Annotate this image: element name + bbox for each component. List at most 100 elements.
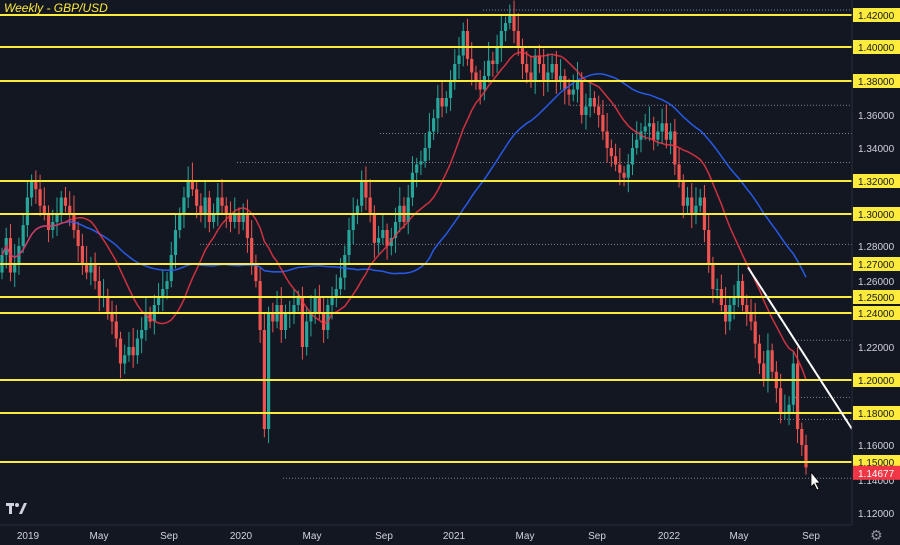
candle-body (499, 31, 503, 47)
candle-body (410, 172, 415, 198)
candle-body (753, 321, 757, 344)
candle-body (440, 98, 444, 107)
candle-body (199, 205, 203, 214)
candle-body (698, 197, 702, 206)
candle-body (605, 131, 609, 148)
time-tick-label: Sep (375, 531, 393, 542)
candle-body (656, 131, 660, 140)
price-tick-label: 1.16000 (858, 441, 895, 452)
candle-body (575, 81, 580, 90)
candle-body (690, 197, 694, 214)
settings-gear-icon[interactable]: ⚙ (870, 528, 883, 544)
candle-body (618, 164, 622, 173)
candle-body (423, 148, 427, 162)
price-tick-highlight (853, 40, 900, 54)
price-tick-label: 1.20000 (858, 376, 895, 387)
candle-body (245, 214, 250, 238)
candle-body (542, 64, 546, 81)
candle-body (21, 225, 25, 246)
candle-body (393, 222, 398, 238)
candle-body (364, 181, 368, 198)
candle-body (491, 60, 495, 64)
candle-body (186, 181, 190, 198)
price-tick-label: 1.12000 (858, 509, 895, 520)
candle-body (59, 197, 63, 214)
candle-body (220, 197, 224, 206)
candle-body (233, 214, 237, 222)
candle-body (343, 255, 347, 278)
candle-body (779, 388, 783, 413)
price-tick-label: 1.24000 (858, 309, 895, 320)
candle-body (448, 81, 453, 98)
price-tick-highlight (853, 373, 900, 387)
candle-body (537, 55, 542, 64)
candle-body (127, 347, 131, 356)
candle-body (694, 205, 698, 214)
price-tick-highlight (853, 74, 900, 88)
candle-body (546, 72, 550, 81)
candle-body (592, 98, 597, 107)
candle-body (216, 197, 220, 214)
candle-body (533, 55, 537, 81)
candle-body (432, 118, 436, 132)
candle-body (508, 15, 512, 23)
candle-body (381, 230, 385, 238)
candle-body (584, 106, 588, 115)
current-price-label: 1.14677 (858, 469, 895, 480)
candle-body (313, 297, 317, 313)
time-tick-label: 2022 (658, 531, 681, 542)
price-tick-highlight (853, 290, 900, 304)
candle-body (804, 445, 808, 468)
candle-body (207, 197, 211, 222)
price-tick-highlight (853, 406, 900, 420)
candle-body (681, 181, 685, 206)
candle-body (254, 264, 258, 281)
candle-body (588, 98, 592, 107)
candle-body (309, 313, 313, 322)
candle-body (355, 205, 360, 214)
price-tick-label: 1.15000 (858, 458, 895, 469)
candle-body (237, 214, 241, 222)
candle-body (110, 313, 114, 322)
candle-body (415, 164, 419, 173)
candle-body (580, 81, 584, 115)
time-tick-label: Sep (160, 531, 178, 542)
candle-body (85, 264, 89, 273)
candle-body (516, 31, 520, 47)
time-tick-label: 2020 (230, 531, 253, 542)
candle-body (46, 214, 51, 230)
time-tick-label: May (516, 531, 535, 542)
candle-body (338, 277, 343, 289)
candle-body (97, 281, 101, 297)
candle-body (749, 313, 753, 322)
candle-body (554, 64, 558, 81)
candle-body (178, 214, 182, 230)
candle-body (558, 75, 563, 81)
candle-body (478, 81, 482, 90)
price-tick-highlight (853, 207, 900, 221)
candle-body (228, 214, 233, 222)
candle-body (279, 305, 283, 330)
candle-body (34, 181, 38, 190)
candle-body (326, 305, 330, 330)
candle-body (334, 289, 338, 297)
price-tick-label: 1.36000 (858, 111, 895, 122)
candle-body (563, 75, 567, 90)
price-tick-label: 1.32000 (858, 177, 895, 188)
time-tick-label: May (730, 531, 749, 542)
candle-body (161, 289, 165, 297)
candle-body (677, 164, 681, 181)
candle-body (76, 230, 80, 246)
tradingview-logo-icon[interactable] (6, 500, 28, 518)
time-tick-label: 2021 (443, 531, 466, 542)
candle-body (211, 214, 216, 222)
price-tick-label: 1.30000 (858, 210, 895, 221)
candle-body (250, 238, 254, 264)
price-tick-highlight (853, 455, 900, 469)
candle-body (372, 214, 376, 243)
candle-body (465, 31, 470, 59)
candle-body (182, 197, 186, 214)
candle-body (169, 255, 173, 281)
